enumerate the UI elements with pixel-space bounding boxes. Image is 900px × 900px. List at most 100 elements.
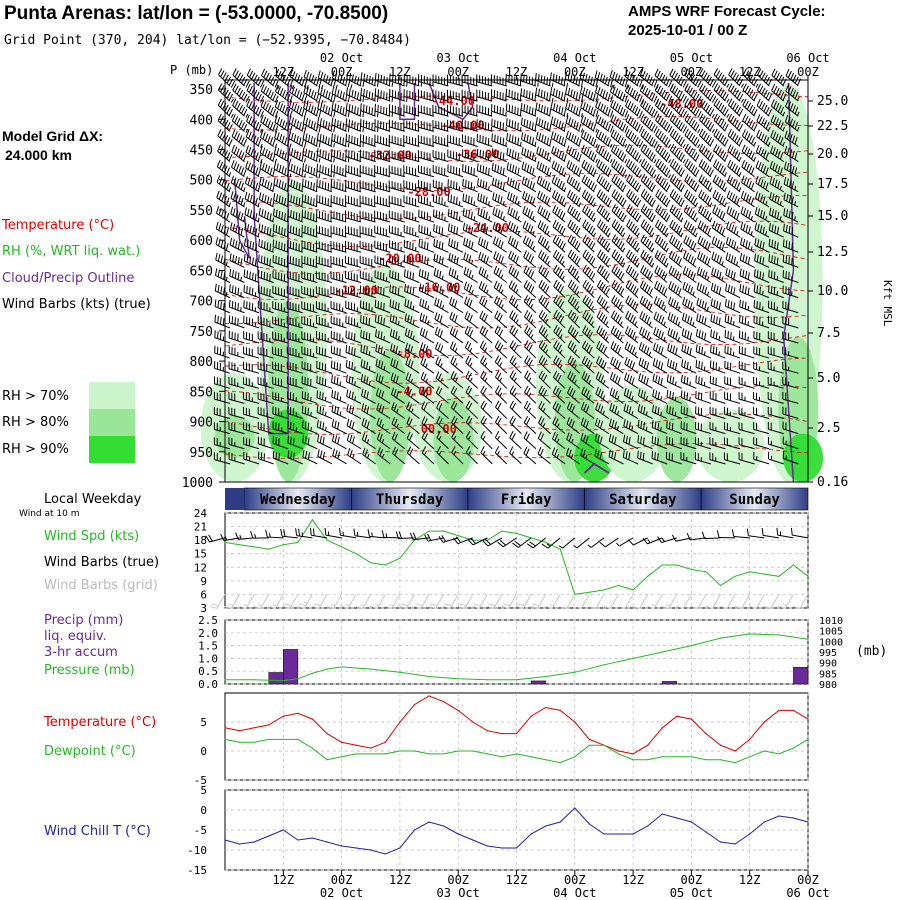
- upper-wind-barb-326: [301, 194, 318, 208]
- upper-wind-barb-378: [477, 207, 493, 223]
- upper-wind-barb-31: [669, 68, 688, 90]
- upper-wind-barb-110: [654, 98, 673, 118]
- upper-wind-barb-763: [257, 361, 274, 374]
- upper-wind-barb-220: [506, 147, 522, 163]
- wind-speed-line-point-34: [719, 584, 722, 586]
- rh-legend-70-swatch: [89, 382, 135, 409]
- grid-wind-barb-24: [562, 594, 576, 609]
- upper-wind-barb-768: [330, 360, 347, 374]
- upper-wind-barb-100: [505, 103, 522, 117]
- upper-wind-barb-357: [755, 191, 770, 208]
- wind-tick-label-12: 12: [194, 561, 207, 574]
- top-tick-label-1: 00Z: [331, 65, 353, 79]
- pressure-line-point-19: [719, 637, 722, 639]
- upper-wind-barb-349: [640, 189, 656, 208]
- wind-speed-line-point-11: [384, 564, 386, 566]
- wind-tick-label-21: 21: [194, 521, 207, 534]
- legend-precip: Precip (mm): [44, 613, 124, 628]
- bottom-date-label-7: 05 Oct: [670, 886, 713, 900]
- kft-label-0: 25.0: [817, 94, 848, 109]
- wind-chill-tick-label-5: 5: [200, 784, 207, 797]
- dewpoint-line-point-33: [705, 759, 707, 761]
- upper-wind-barb-288: [330, 179, 347, 193]
- upper-wind-barb-297: [462, 178, 478, 193]
- upper-wind-barb-562: [243, 284, 260, 299]
- upper-wind-barb-707: [610, 325, 624, 344]
- pressure-label-350: 350: [190, 83, 213, 98]
- upper-wind-barb-894: [421, 401, 435, 419]
- upper-wind-barb-762: [242, 361, 260, 374]
- wind-chill-line-point-39: [792, 817, 795, 819]
- upper-wind-barb-822: [538, 370, 551, 389]
- temperature-label-12: 00.00: [421, 422, 457, 436]
- upper-wind-barb-173: [403, 135, 420, 147]
- upper-wind-barb-135: [432, 119, 449, 132]
- upper-wind-barb-471: [669, 235, 684, 253]
- upper-wind-barb-268: [625, 158, 642, 179]
- upper-wind-barb-801: [228, 376, 245, 389]
- upper-wind-barb-1006: [302, 449, 318, 465]
- upper-wind-barb-634: [710, 298, 726, 314]
- upper-wind-barb-737: [464, 340, 478, 359]
- temperature-contour-10: [224, 357, 809, 384]
- upper-wind-barb-968: [331, 433, 347, 450]
- dewpoint-line-point-8: [341, 756, 343, 758]
- upper-wind-barb-541: [523, 265, 537, 283]
- upper-wind-barb-921: [228, 422, 245, 435]
- upper-wind-barb-566: [301, 286, 318, 299]
- upper-wind-barb-723: [257, 346, 274, 359]
- upper-wind-barb-404: [272, 224, 289, 238]
- upper-wind-barb-502: [538, 249, 551, 268]
- upper-wind-barb-313: [698, 174, 713, 193]
- upper-wind-barb-725: [286, 346, 303, 359]
- upper-wind-barb-720: [214, 345, 231, 359]
- upper-wind-barb-664: [567, 309, 581, 329]
- upper-wind-barb-582: [538, 279, 551, 298]
- upper-wind-barb-130: [360, 118, 379, 133]
- legend-temperature-series: Temperature (°C): [44, 715, 157, 730]
- top-tick-label-8: 12Z: [739, 65, 761, 79]
- upper-wind-barb-600: [214, 299, 231, 314]
- upper-wind-barb-57: [461, 89, 478, 102]
- upper-wind-barb-469: [640, 234, 655, 253]
- cloud-outline-1: [253, 83, 289, 435]
- upper-wind-barb-1022: [537, 446, 551, 465]
- upper-wind-barb-9: [346, 71, 365, 88]
- upper-wind-barb-99: [491, 103, 507, 117]
- upper-wind-barb-719: [782, 331, 799, 344]
- weekday-label-friday: Friday: [501, 492, 552, 508]
- upper-wind-barb-1031: [665, 451, 682, 465]
- upper-wind-barb-261: [521, 161, 537, 178]
- upper-wind-barb-519: [782, 254, 799, 268]
- upper-wind-barb-318: [769, 176, 784, 193]
- grid-wind-barb-2: [238, 594, 255, 609]
- wind-chill-line-point-8: [341, 845, 343, 847]
- upper-wind-barb-116: [742, 98, 758, 117]
- upper-wind-barb-897: [465, 400, 478, 419]
- upper-wind-barb-561: [229, 284, 245, 299]
- legend-dewpoint-series: Dewpoint (°C): [44, 744, 136, 759]
- kft-label-9: 2.5: [817, 421, 840, 436]
- pressure-label-400: 400: [190, 113, 213, 128]
- upper-wind-barb-396: [740, 206, 755, 223]
- upper-wind-barb-684: [272, 331, 289, 344]
- rh-legend-70-label: RH > 70%: [2, 389, 69, 404]
- upper-wind-barb-115: [728, 98, 744, 117]
- wind-chill-line-point-37: [763, 821, 765, 823]
- upper-wind-barb-283: [259, 176, 275, 193]
- upper-wind-barb-587: [611, 279, 625, 298]
- upper-wind-barb-131: [374, 119, 391, 132]
- wind-speed-line-point-22: [545, 541, 547, 544]
- wind-speed-line-point-25: [588, 591, 590, 593]
- upper-wind-barb-717: [753, 330, 770, 344]
- upper-wind-barb-700: [509, 325, 522, 344]
- upper-wind-barb-360: [216, 206, 231, 223]
- upper-wind-barb-810: [360, 373, 376, 389]
- upper-wind-barb-309: [640, 173, 656, 193]
- upper-wind-barb-830: [652, 373, 668, 389]
- upper-wind-barb-731: [375, 343, 391, 359]
- upper-wind-barb-653: [404, 313, 420, 329]
- upper-wind-barb-558: [768, 269, 784, 283]
- upper-wind-barb-645: [286, 316, 303, 329]
- surface-wind-barb-37: [746, 528, 765, 539]
